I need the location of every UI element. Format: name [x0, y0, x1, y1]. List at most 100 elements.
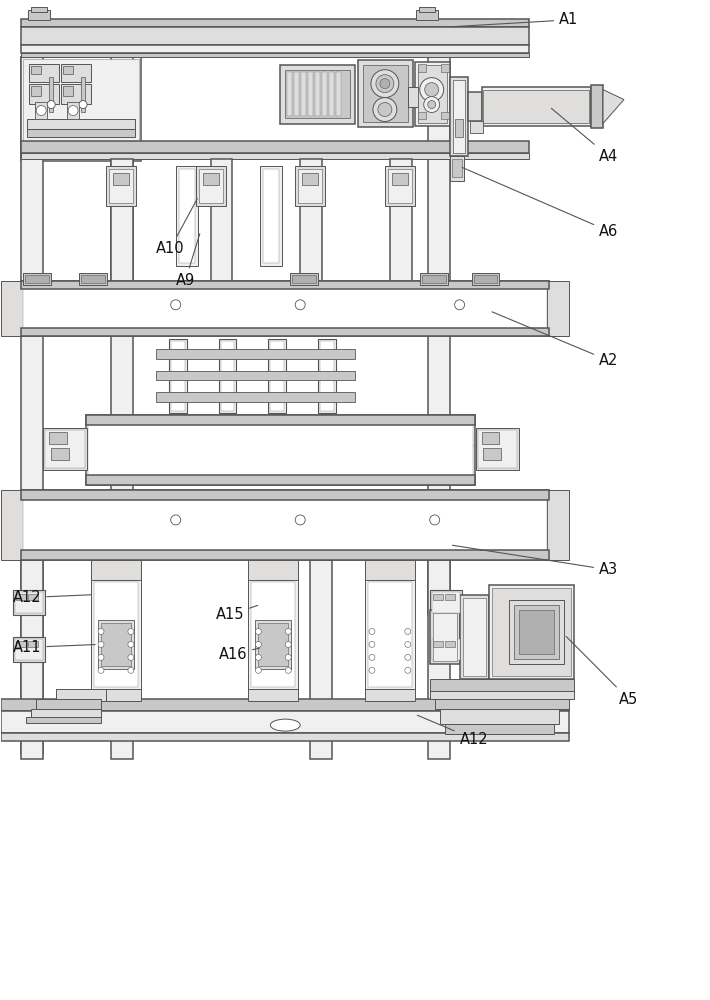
Circle shape [128, 654, 134, 660]
Bar [91, 689, 141, 701]
Bar [21, 490, 550, 560]
Circle shape [420, 78, 444, 102]
Bar [484, 90, 589, 123]
Bar [21, 27, 530, 45]
Bar [27, 129, 135, 137]
Circle shape [405, 628, 411, 634]
Circle shape [79, 101, 87, 109]
Bar [285, 70, 350, 118]
Bar [468, 92, 481, 121]
Bar [49, 77, 53, 112]
Bar [388, 169, 412, 203]
Bar [432, 641, 442, 647]
Bar [21, 45, 530, 53]
Circle shape [128, 667, 134, 673]
Bar [170, 341, 185, 411]
Bar [1, 711, 569, 733]
Bar [31, 66, 41, 74]
Bar [493, 588, 571, 676]
Bar [1, 733, 569, 741]
Bar [79, 273, 107, 285]
Bar [444, 724, 555, 734]
Bar [111, 57, 133, 615]
Bar [91, 560, 141, 580]
Circle shape [256, 667, 261, 673]
Bar [21, 57, 141, 161]
Circle shape [405, 667, 411, 673]
Bar [417, 64, 426, 72]
Bar [390, 159, 412, 284]
Bar [408, 87, 417, 107]
Bar [155, 392, 355, 402]
Circle shape [285, 667, 291, 673]
Bar [271, 341, 284, 411]
Bar [471, 273, 499, 285]
Bar [427, 560, 449, 759]
Bar [23, 283, 547, 334]
Bar [474, 275, 498, 283]
Bar [175, 166, 197, 266]
Bar [293, 275, 316, 283]
Bar [31, 7, 47, 12]
Bar [56, 689, 106, 701]
Bar [298, 169, 322, 203]
Circle shape [47, 101, 55, 109]
Bar [454, 119, 463, 137]
Bar [29, 84, 59, 104]
Bar [315, 72, 320, 116]
Bar [98, 620, 134, 669]
Bar [199, 169, 222, 203]
Bar [21, 53, 530, 57]
Bar [109, 169, 133, 203]
Bar [365, 689, 415, 701]
Bar [441, 64, 449, 72]
Circle shape [256, 628, 261, 634]
Bar [452, 80, 464, 153]
Bar [63, 66, 73, 74]
Bar [432, 592, 459, 613]
Bar [23, 59, 139, 159]
Text: A12: A12 [417, 715, 488, 747]
Circle shape [371, 70, 399, 98]
Bar [320, 341, 334, 411]
Bar [417, 65, 447, 123]
Circle shape [128, 641, 134, 647]
Bar [23, 273, 51, 285]
Circle shape [68, 106, 78, 116]
Bar [21, 19, 530, 27]
Bar [427, 57, 449, 615]
Text: A6: A6 [462, 167, 618, 239]
Bar [417, 112, 426, 119]
Bar [368, 582, 412, 687]
Circle shape [36, 106, 46, 116]
Circle shape [430, 515, 439, 525]
Bar [268, 339, 286, 413]
Bar [28, 594, 38, 600]
Bar [21, 153, 530, 159]
Ellipse shape [271, 719, 300, 731]
Bar [484, 448, 501, 460]
Bar [301, 72, 306, 116]
Bar [94, 582, 138, 687]
Bar [31, 709, 101, 717]
Bar [179, 169, 195, 263]
Bar [514, 605, 559, 659]
Bar [288, 72, 293, 116]
Text: A5: A5 [566, 636, 638, 707]
Text: A4: A4 [552, 108, 618, 164]
Bar [63, 86, 73, 96]
Bar [248, 689, 298, 701]
Bar [21, 141, 530, 153]
Bar [430, 637, 462, 662]
Bar [419, 7, 435, 12]
Bar [16, 594, 26, 600]
Circle shape [369, 654, 375, 660]
Circle shape [405, 641, 411, 647]
Bar [430, 679, 574, 691]
Bar [21, 328, 550, 336]
Bar [336, 72, 341, 116]
Bar [219, 339, 236, 413]
Bar [28, 641, 38, 647]
Bar [258, 623, 288, 666]
Circle shape [256, 641, 261, 647]
